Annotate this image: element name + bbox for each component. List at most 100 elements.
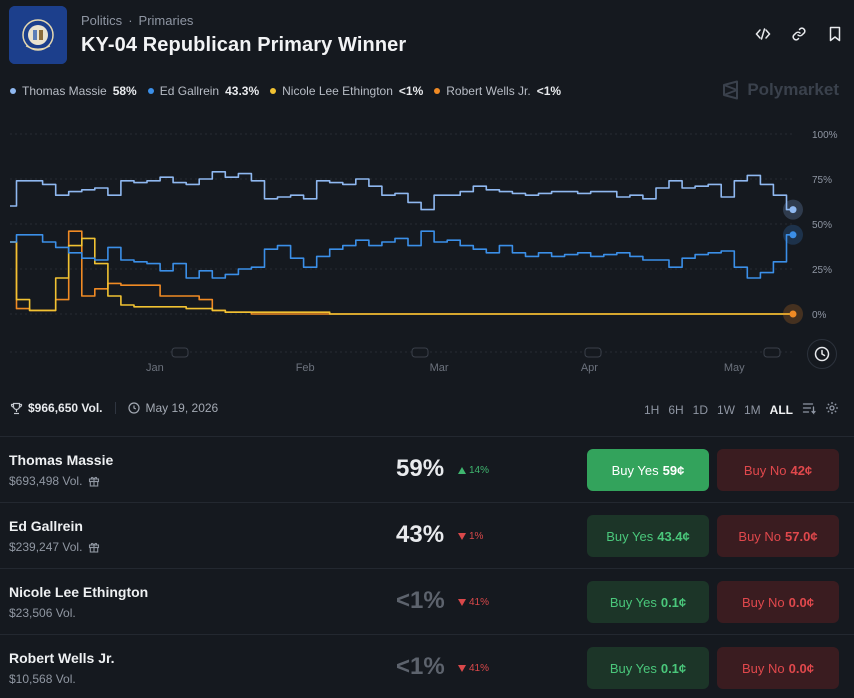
triangle-up-icon (458, 467, 466, 474)
outcome-probability: 43% (396, 521, 445, 548)
range-handle (171, 347, 189, 358)
change-value: 14% (469, 465, 490, 476)
buy-yes-price: 43.4¢ (657, 528, 690, 544)
breadcrumb-primaries[interactable]: Primaries (138, 13, 194, 28)
buy-no-button[interactable]: Buy No 57.0¢ (717, 515, 839, 557)
buy-yes-label: Buy Yes (609, 660, 657, 676)
x-tick-label: Apr (581, 362, 598, 374)
legend-swatch (270, 88, 277, 94)
legend-item: Ed Gallrein 43.3% (147, 84, 259, 98)
legend-name: Robert Wells Jr. (446, 84, 531, 98)
buy-no-label: Buy No (743, 462, 787, 478)
legend-swatch (147, 88, 154, 94)
series-line (10, 230, 793, 279)
buy-no-price: 0.0¢ (788, 594, 814, 610)
polymarket-logo-icon (723, 80, 739, 100)
change-indicator: 41% (458, 663, 489, 674)
embed-code-icon[interactable] (753, 24, 773, 44)
series-end-point (789, 310, 797, 318)
buy-yes-price: 0.1¢ (660, 594, 687, 610)
gift-icon (89, 542, 100, 553)
y-tick-label: 0% (812, 310, 827, 321)
gift-icon (89, 476, 100, 487)
legend-value: 58% (112, 84, 137, 98)
outcome-probability: <1% (396, 653, 445, 680)
legend-item: Nicole Lee Ethington <1% (270, 84, 423, 98)
legend-swatch (434, 88, 441, 94)
header-actions (753, 24, 845, 44)
range-1w[interactable]: 1W (717, 402, 735, 417)
buy-yes-button[interactable]: Buy Yes 0.1¢ (587, 647, 709, 689)
range-1m[interactable]: 1M (744, 402, 761, 417)
y-tick-label: 75% (812, 175, 832, 186)
outcome-row[interactable]: Ed Gallrein $239,247 Vol. 43% 1% Buy Yes… (0, 502, 854, 568)
range-6h[interactable]: 6H (668, 402, 684, 417)
buy-yes-label: Buy Yes (606, 528, 654, 544)
outcome-row[interactable]: Thomas Massie $693,498 Vol. 59% 14% Buy … (0, 436, 854, 502)
range-handle (411, 347, 429, 358)
outcome-volume-text: $23,506 Vol. (9, 606, 76, 620)
series-line (10, 171, 793, 211)
outcome-volume-text: $239,247 Vol. (9, 540, 83, 554)
change-value: 41% (469, 597, 490, 608)
outcome-name: Thomas Massie (9, 452, 114, 468)
y-tick-label: 100% (812, 130, 838, 141)
change-value: 41% (469, 663, 490, 674)
x-tick-label: Jan (146, 362, 164, 374)
buy-yes-button[interactable]: Buy Yes 59¢ (587, 449, 709, 491)
buy-yes-price: 59¢ (662, 462, 685, 478)
legend-name: Ed Gallrein (159, 84, 220, 98)
legend-item: Thomas Massie 58% (10, 84, 137, 98)
clock-icon (814, 346, 830, 362)
y-tick-label: 50% (812, 220, 832, 231)
range-all[interactable]: ALL (769, 402, 793, 417)
range-handle (584, 347, 602, 358)
buy-no-price: 57.0¢ (785, 528, 818, 544)
meta-divider (114, 402, 116, 414)
buy-no-label: Buy No (742, 660, 785, 676)
outcome-probability: <1% (396, 587, 445, 614)
series-line (10, 237, 793, 315)
outcome-row[interactable]: Robert Wells Jr. $10,568 Vol. <1% 41% Bu… (0, 634, 854, 698)
x-tick-label: May (724, 362, 745, 374)
total-volume-text: $966,650 Vol. (28, 401, 103, 415)
link-icon[interactable] (789, 24, 809, 44)
series-line (10, 230, 793, 315)
buy-yes-button[interactable]: Buy Yes 0.1¢ (587, 581, 709, 623)
breadcrumb: Politics · Primaries (81, 13, 193, 28)
change-indicator: 1% (458, 531, 483, 542)
triangle-down-icon (458, 665, 466, 672)
range-1d[interactable]: 1D (692, 402, 708, 417)
outcome-probability: 59% (396, 455, 445, 482)
legend-name: Nicole Lee Ethington (282, 84, 393, 98)
buy-yes-button[interactable]: Buy Yes 43.4¢ (587, 515, 709, 557)
x-tick-label: Feb (296, 362, 315, 374)
triangle-down-icon (458, 599, 466, 606)
price-history-chart[interactable]: 100% 75% 50% 25% 0% Jan Feb Mar Apr May (0, 120, 854, 380)
y-tick-label: 25% (812, 265, 832, 276)
legend-item: Robert Wells Jr. <1% (434, 84, 561, 98)
brand-name: Polymarket (747, 80, 839, 99)
series-end-point (789, 206, 797, 214)
sort-icon[interactable] (802, 401, 816, 418)
history-clock-button[interactable] (807, 339, 837, 369)
bookmark-icon[interactable] (825, 24, 845, 44)
page-title: KY-04 Republican Primary Winner (81, 34, 407, 56)
buy-no-label: Buy No (738, 528, 782, 544)
change-indicator: 14% (458, 465, 489, 476)
buy-no-button[interactable]: Buy No 0.0¢ (717, 581, 839, 623)
buy-no-button[interactable]: Buy No 0.0¢ (717, 647, 839, 689)
polymarket-watermark: Polymarket (721, 80, 839, 100)
chart-legend: Thomas Massie 58% Ed Gallrein 43.3% Nico… (10, 84, 561, 98)
legend-value: <1% (536, 84, 562, 98)
outcome-name: Ed Gallrein (9, 518, 83, 534)
breadcrumb-politics[interactable]: Politics (81, 13, 123, 28)
buy-no-button[interactable]: Buy No 42¢ (717, 449, 839, 491)
settings-gear-icon[interactable] (825, 401, 839, 418)
outcome-row[interactable]: Nicole Lee Ethington $23,506 Vol. <1% 41… (0, 568, 854, 634)
x-tick-label: Mar (430, 362, 449, 374)
market-header: Politics · Primaries KY-04 Republican Pr… (9, 6, 845, 64)
outcome-volume: $23,506 Vol. (9, 606, 76, 620)
time-range-selector: 1H 6H 1D 1W 1M ALL (644, 401, 839, 418)
range-1h[interactable]: 1H (643, 402, 660, 417)
